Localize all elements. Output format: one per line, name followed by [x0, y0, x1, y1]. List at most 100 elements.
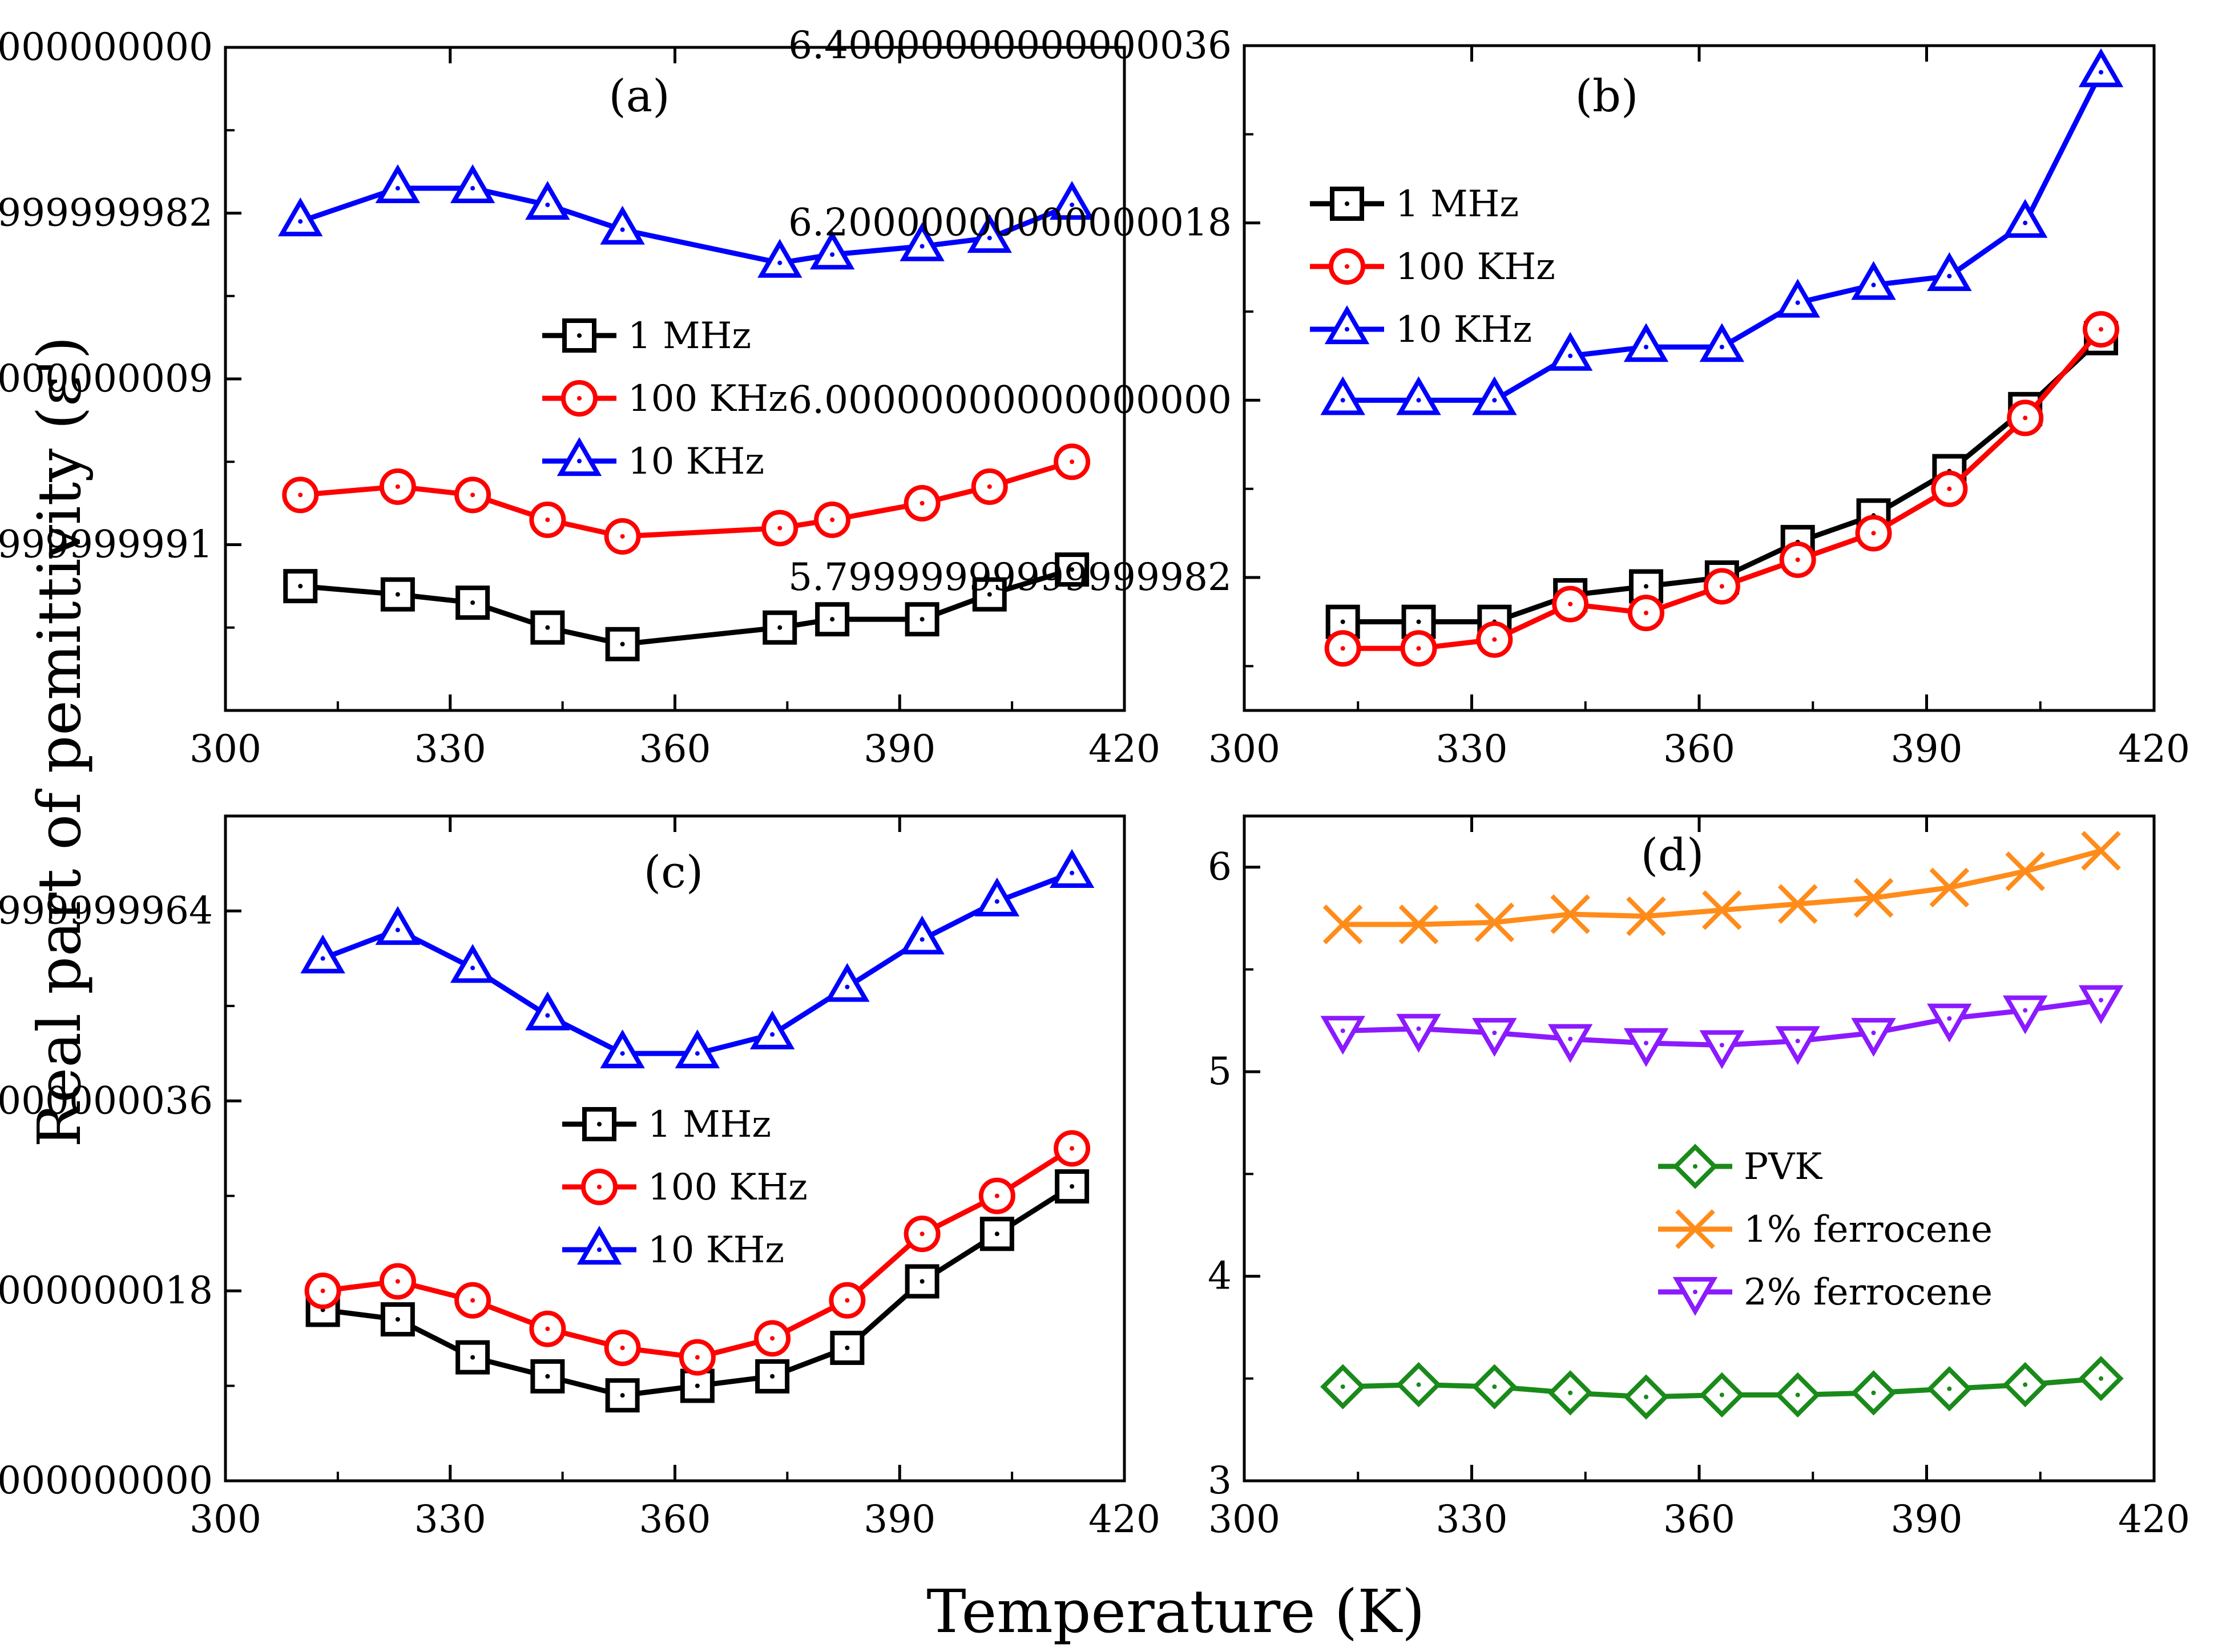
data-point-center	[320, 956, 325, 961]
legend-label: 10 KHz	[1396, 309, 1532, 351]
x-tick-label: 420	[2118, 1497, 2190, 1541]
data-point-center	[845, 1346, 850, 1350]
panel-a: 300 330 360 390 420 3.39999999999999991 3.6000…	[0, 25, 1160, 771]
panel-label: (c)	[644, 847, 704, 898]
legend-marker-center	[577, 333, 582, 338]
data-point-center	[1416, 619, 1421, 624]
x-tick-label: 300	[189, 1497, 261, 1541]
data-point	[278, 197, 323, 237]
y-tick-label: 5	[1208, 1049, 1232, 1093]
data-point-center	[545, 1326, 550, 1331]
legend-label: 1 MHz	[628, 315, 751, 357]
data-point-center	[545, 1374, 550, 1379]
data-point	[1623, 1028, 1669, 1067]
data-point	[600, 1029, 645, 1069]
panel-d: 300 330 360 390 420 3 4 5 6 (d) PVK 1% ferrocene 2% …	[1208, 814, 2190, 1541]
data-point-center	[1947, 1016, 1952, 1021]
y-tick-label: 3.39999999999999991	[0, 523, 213, 567]
data-point	[1474, 902, 1515, 943]
data-point-center	[1871, 1030, 1876, 1035]
y-tick-label: 6	[1208, 845, 1232, 889]
legend-marker-center	[577, 396, 582, 401]
data-point	[1320, 1016, 1365, 1055]
data-point-center	[470, 1355, 475, 1360]
data-point-center	[620, 534, 625, 539]
data-point	[1853, 878, 1894, 918]
data-point	[1550, 894, 1591, 934]
legend-label: 1% ferrocene	[1744, 1209, 1993, 1251]
data-point-center	[2099, 1376, 2104, 1381]
data-point-center	[320, 1289, 325, 1294]
data-point-center	[1947, 273, 1952, 278]
data-point	[1777, 884, 1818, 924]
data-point	[1322, 904, 1363, 944]
legend: 1 MHz 100 KHz 10 KHz	[542, 315, 788, 483]
legend: PVK 1% ferrocene 2% ferrocene	[1658, 1144, 1993, 1316]
data-point	[2078, 48, 2124, 87]
data-point	[1049, 180, 1095, 220]
data-point-center	[777, 260, 783, 265]
data-point-center	[1492, 1384, 1497, 1390]
data-point	[757, 239, 802, 278]
data-point-center	[1947, 486, 1952, 491]
legend-marker-center	[597, 1122, 602, 1126]
data-point	[1049, 849, 1095, 888]
data-point	[809, 231, 855, 270]
data-point	[450, 164, 495, 204]
data-point-center	[2023, 415, 2028, 421]
legend-label: PVK	[1744, 1146, 1822, 1188]
data-point-center	[1492, 398, 1497, 403]
data-point-center	[1340, 619, 1345, 624]
data-point-center	[2099, 327, 2104, 332]
panel-b: 300 330 360 390 420 5.79999999999999982 6.0000…	[788, 23, 2190, 771]
legend-label: 1 MHz	[648, 1104, 771, 1146]
data-point-center	[620, 1393, 625, 1398]
data-point	[974, 877, 1020, 916]
data-point	[1547, 1024, 1593, 1063]
data-point	[450, 944, 495, 983]
y-tick-label: 3.60000000000000009	[0, 357, 213, 401]
data-point	[605, 627, 640, 661]
data-point	[815, 602, 850, 637]
legend-label: 100 KHz	[1396, 246, 1555, 288]
data-point-center	[395, 592, 400, 597]
data-point	[749, 1010, 795, 1049]
series-line	[300, 459, 1073, 539]
data-point-center	[395, 927, 400, 932]
y-tick-label: 6.40000000000000036	[788, 23, 1232, 67]
data-point-center	[470, 185, 475, 191]
series-line	[299, 185, 1073, 266]
data-point	[1055, 552, 1090, 587]
data-point	[1320, 376, 1365, 415]
legend-marker-center	[577, 459, 582, 463]
legend: 1 MHz 100 KHz 10 KHz	[562, 1104, 808, 1271]
data-point	[675, 1029, 720, 1069]
data-point-center	[830, 617, 835, 622]
data-point-center	[1568, 1390, 1573, 1395]
data-point	[825, 963, 870, 1002]
data-point-center	[1070, 1184, 1075, 1189]
y-axis-title: Real part of pemittivity (ε')	[25, 336, 94, 1148]
data-point	[1699, 1030, 1745, 1069]
x-tick-label: 330	[1436, 727, 1508, 771]
legend-marker	[556, 437, 602, 476]
data-point-center	[1340, 646, 1345, 651]
legend-marker-center	[597, 1185, 602, 1189]
series-10-khz	[300, 849, 1095, 1069]
data-point-center	[994, 899, 999, 904]
data-point	[1396, 376, 1441, 415]
data-point-center	[1871, 1390, 1876, 1395]
legend-marker-center	[1345, 201, 1349, 206]
series-100-khz	[282, 443, 1091, 555]
data-point-center	[395, 1279, 400, 1284]
y-tick-label: 3.79999999999999982	[0, 191, 213, 235]
y-tick-label: 4	[1208, 1254, 1232, 1298]
data-point	[1472, 1017, 1517, 1057]
x-tick-label: 420	[1088, 727, 1160, 771]
data-point-center	[920, 500, 925, 506]
series-1-mhz	[283, 552, 1090, 661]
data-point-center	[920, 1231, 925, 1237]
data-point-center	[1644, 1040, 1649, 1045]
y-tick-label: 4.00000000000000000	[0, 25, 213, 69]
